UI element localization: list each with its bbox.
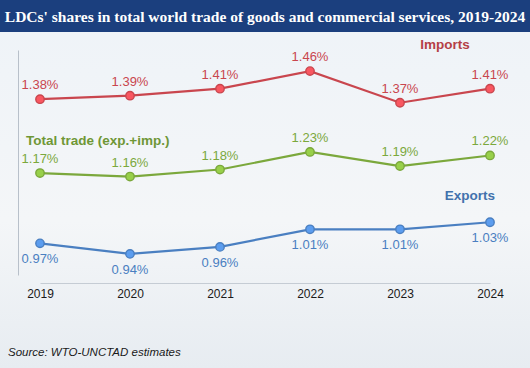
data-label: 1.46%	[292, 49, 329, 64]
x-tick: 2023	[387, 283, 414, 301]
point-marker	[306, 148, 314, 156]
x-tick: 2024	[477, 283, 504, 301]
data-label: 1.01%	[382, 237, 419, 252]
x-tick-label: 2021	[207, 287, 234, 301]
labels: 1.38%1.39%1.41%1.46%1.37%1.41%Imports1.1…	[22, 37, 509, 277]
x-tick: 2021	[207, 283, 234, 301]
series-name: Exports	[445, 188, 495, 203]
point-marker	[36, 169, 44, 177]
data-label: 0.97%	[22, 251, 59, 266]
chart: LDCs' shares in total world trade of goo…	[0, 0, 530, 368]
x-axis-line	[41, 283, 491, 284]
point-marker	[396, 162, 404, 170]
x-axis: 2019 2020 2021 2022 2023 2024	[27, 283, 504, 301]
point-marker	[216, 165, 224, 173]
data-label: 1.37%	[382, 81, 419, 96]
title-banner	[0, 0, 530, 32]
y-axis	[18, 51, 19, 276]
x-tick: 2020	[117, 283, 144, 301]
point-marker	[36, 95, 44, 103]
series-name: Imports	[420, 37, 470, 52]
data-label: 1.16%	[112, 155, 149, 170]
title: LDCs' shares in total world trade of goo…	[5, 8, 526, 25]
x-tick-label: 2022	[297, 287, 324, 301]
data-label: 1.23%	[292, 130, 329, 145]
point-marker	[216, 84, 224, 92]
data-label: 1.39%	[112, 74, 149, 89]
point-marker	[396, 225, 404, 233]
x-tick-label: 2024	[477, 287, 504, 301]
y-axis-line	[18, 51, 19, 276]
data-label: 1.19%	[382, 144, 419, 159]
point-marker	[306, 67, 314, 75]
x-tick-label: 2023	[387, 287, 414, 301]
point-marker	[126, 250, 134, 258]
series-line	[40, 222, 490, 254]
source-note: Source: WTO-UNCTAD estimates	[8, 346, 181, 358]
data-label: 1.01%	[292, 237, 329, 252]
point-marker	[396, 99, 404, 107]
point-marker	[306, 225, 314, 233]
data-label: 1.22%	[472, 133, 509, 148]
x-tick: 2019	[27, 283, 54, 301]
background	[0, 0, 530, 368]
series-name: Total trade (exp.+imp.)	[26, 133, 169, 148]
data-label: 1.17%	[22, 151, 59, 166]
point-marker	[126, 92, 134, 100]
series-line	[40, 71, 490, 103]
point-marker	[126, 172, 134, 180]
series-line	[40, 152, 490, 177]
plot-area	[36, 67, 494, 258]
x-tick-label: 2019	[27, 287, 54, 301]
x-tick-label: 2020	[117, 287, 144, 301]
data-label: 1.41%	[472, 67, 509, 82]
data-label: 0.94%	[112, 262, 149, 277]
x-tick: 2022	[297, 283, 324, 301]
point-marker	[486, 151, 494, 159]
point-marker	[36, 239, 44, 247]
data-label: 1.18%	[202, 148, 239, 163]
data-label: 1.41%	[202, 67, 239, 82]
point-marker	[486, 84, 494, 92]
point-marker	[486, 218, 494, 226]
point-marker	[216, 243, 224, 251]
data-label: 1.03%	[472, 230, 509, 245]
data-label: 0.96%	[202, 255, 239, 270]
data-label: 1.38%	[22, 77, 59, 92]
